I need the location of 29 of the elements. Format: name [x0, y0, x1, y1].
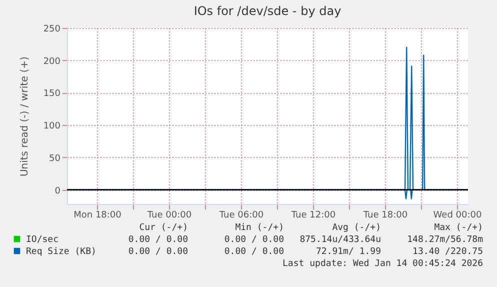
chart-title: IOs for /dev/sde - by day — [194, 4, 342, 18]
legend-label: IO/sec — [26, 235, 59, 245]
y-tick-label: 100 — [43, 122, 61, 132]
y-tick-label: 150 — [43, 89, 61, 100]
text: 72.91m/ 1.99 — [316, 247, 381, 257]
x-tick-label: Tue 06:00 — [218, 210, 264, 220]
text: Cur (-/+) — [139, 223, 188, 233]
x-tick-label: Tue 12:00 — [290, 210, 336, 220]
x-tick-label: Mon 18:00 — [74, 210, 122, 220]
text: 148.27m/56.78m — [407, 235, 483, 245]
legend-label: Req Size (KB) — [26, 247, 96, 257]
text: 0.00 / 0.00 — [128, 235, 188, 245]
x-tick-label: Tue 00:00 — [146, 210, 192, 220]
text: Max (-/+) — [434, 223, 483, 233]
y-tick-label: 250 — [43, 24, 61, 34]
text: Avg (-/+) — [332, 223, 381, 233]
text: 0.00 / 0.00 — [128, 247, 188, 257]
text: Last update: Wed Jan 14 00:45:24 2026 — [282, 259, 483, 269]
x-tick-label: Tue 18:00 — [362, 210, 408, 220]
y-axis-title: Units read (-) / write (+) — [19, 56, 30, 177]
text: 0.00 / 0.00 — [224, 235, 284, 245]
text: 0.00 / 0.00 — [224, 247, 284, 257]
text: 875.14u/433.64u — [300, 235, 381, 245]
x-tick-label: Wed 00:00 — [433, 210, 482, 220]
y-tick-label: 0 — [54, 186, 61, 196]
text: 13.40 /220.75 — [412, 247, 483, 257]
text: Min (-/+) — [235, 223, 284, 233]
y-tick-label: 200 — [43, 56, 61, 67]
y-tick-label: 50 — [49, 154, 61, 164]
